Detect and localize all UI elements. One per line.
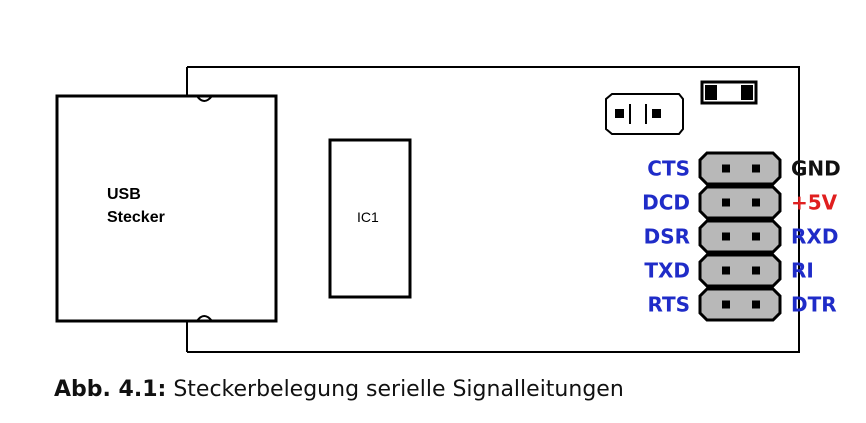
pin-label-left-dsr: DSR: [644, 225, 690, 249]
figure-caption: Abb. 4.1: Steckerbelegung serielle Signa…: [54, 377, 624, 402]
pin-5-left: [722, 300, 730, 309]
pin-label-left-rts: RTS: [647, 293, 690, 317]
pin-label-right-gnd: GND: [791, 157, 841, 181]
pin-label-left-txd: TXD: [644, 259, 690, 283]
pin-4-left: [722, 266, 730, 275]
pin-row-2: [698, 185, 782, 220]
pin-row-5: [698, 287, 782, 322]
usb-label-line2: Stecker: [107, 209, 165, 226]
pin-5-right: [752, 300, 760, 309]
pin-label-right-rxd: RXD: [791, 225, 838, 249]
pin-label-right-ri: RI: [791, 259, 814, 283]
jumper-2pin: [605, 93, 684, 135]
pin-1-left: [722, 164, 730, 173]
pin-3-right: [752, 232, 760, 241]
pin-2-left: [722, 198, 730, 207]
pin-4-right: [752, 266, 760, 275]
smd-component: [700, 80, 758, 105]
usb-label-line1: USB: [107, 186, 141, 203]
ic1-label: IC1: [357, 209, 379, 225]
usb-connector: USB Stecker: [55, 94, 278, 323]
caption-text: Steckerbelegung serielle Signalleitungen: [173, 377, 624, 402]
pin-labels: CTS GND DCD +5V DSR RXD TXD RI RTS DTR: [642, 157, 841, 317]
pin-header: [698, 151, 782, 322]
pin-label-right-dtr: DTR: [791, 293, 837, 317]
pin-row-4: [698, 253, 782, 288]
board-outline: [186, 66, 800, 353]
pin-2-right: [752, 198, 760, 207]
pin-row-1: [698, 151, 782, 186]
pin-label-left-cts: CTS: [647, 157, 690, 181]
caption-prefix: Abb. 4.1:: [54, 377, 167, 402]
ic1-chip: IC1: [328, 138, 412, 299]
pin-label-left-dcd: DCD: [642, 191, 690, 215]
pin-label-right-plus5v: +5V: [791, 191, 838, 215]
pin-3-left: [722, 232, 730, 241]
pin-1-right: [752, 164, 760, 173]
pin-row-3: [698, 219, 782, 254]
